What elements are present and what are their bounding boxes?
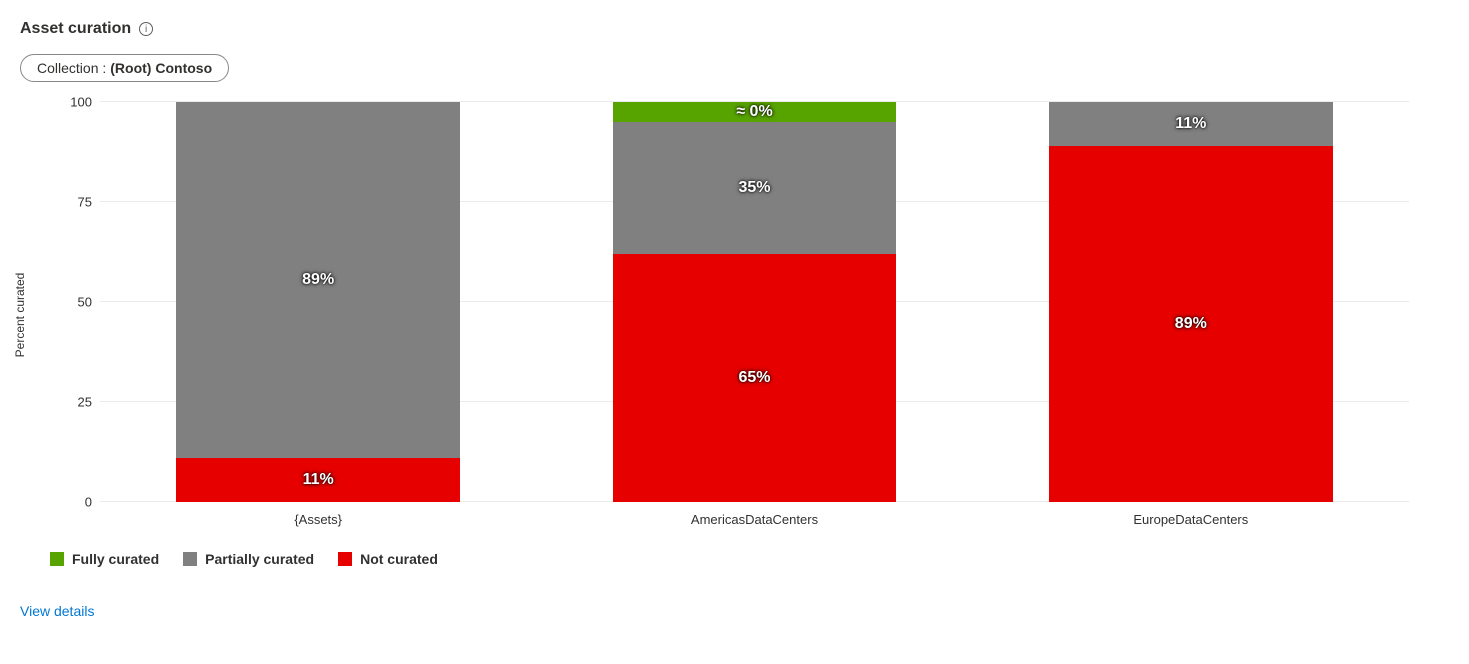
bar-column[interactable]: ≈ 0%35%65%: [536, 102, 972, 502]
stacked-bar: ≈ 0%35%65%: [613, 102, 897, 502]
y-axis-label: Percent curated: [13, 272, 27, 357]
filter-chip-label: Collection :: [37, 60, 106, 76]
bars-container: 89%11%≈ 0%35%65%11%89%: [100, 102, 1409, 502]
collection-filter-chip[interactable]: Collection : (Root) Contoso: [20, 54, 229, 82]
plot-area: 0255075100 89%11%≈ 0%35%65%11%89%: [100, 102, 1409, 502]
legend-label: Fully curated: [72, 551, 159, 567]
legend: Fully curated Partially curated Not curate…: [50, 551, 1449, 567]
y-tick-label: 25: [60, 395, 92, 410]
y-tick-label: 0: [60, 495, 92, 510]
page-title: Asset curation: [20, 20, 131, 38]
y-tick-label: 75: [60, 195, 92, 210]
bar-segment-not: 89%: [1049, 146, 1333, 502]
asset-curation-chart: Percent curated 0255075100 89%11%≈ 0%35%…: [50, 102, 1409, 527]
legend-item-partially[interactable]: Partially curated: [183, 551, 314, 567]
legend-label: Partially curated: [205, 551, 314, 567]
legend-swatch: [338, 552, 352, 566]
info-icon[interactable]: i: [139, 22, 153, 36]
legend-item-fully[interactable]: Fully curated: [50, 551, 159, 567]
bar-segment-fully: ≈ 0%: [613, 102, 897, 122]
view-details-link[interactable]: View details: [20, 603, 1449, 619]
bar-column[interactable]: 11%89%: [973, 102, 1409, 502]
bar-segment-partially: 35%: [613, 122, 897, 254]
bar-segment-not: 11%: [176, 458, 460, 502]
bar-segment-partially: 11%: [1049, 102, 1333, 146]
x-axis-labels: {Assets}AmericasDataCentersEuropeDataCen…: [100, 512, 1409, 527]
bar-column[interactable]: 89%11%: [100, 102, 536, 502]
x-axis-label: AmericasDataCenters: [536, 512, 972, 527]
y-tick-label: 100: [60, 95, 92, 110]
y-tick-label: 50: [60, 295, 92, 310]
stacked-bar: 11%89%: [1049, 102, 1333, 502]
legend-label: Not curated: [360, 551, 438, 567]
bar-segment-partially: 89%: [176, 102, 460, 458]
x-axis-label: EuropeDataCenters: [973, 512, 1409, 527]
filter-chip-value: (Root) Contoso: [110, 60, 212, 76]
legend-item-not[interactable]: Not curated: [338, 551, 438, 567]
bar-segment-not: 65%: [613, 254, 897, 502]
legend-swatch: [183, 552, 197, 566]
legend-swatch: [50, 552, 64, 566]
stacked-bar: 89%11%: [176, 102, 460, 502]
x-axis-label: {Assets}: [100, 512, 536, 527]
